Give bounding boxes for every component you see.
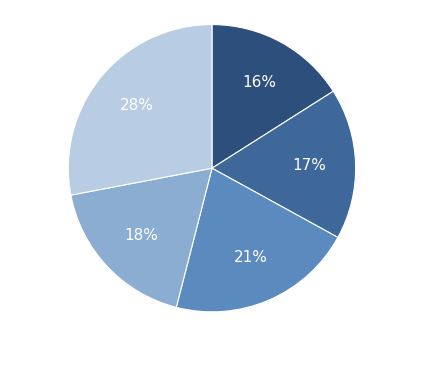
Wedge shape (68, 25, 212, 195)
Wedge shape (212, 91, 356, 237)
Text: 16%: 16% (242, 75, 276, 90)
Text: 18%: 18% (124, 228, 158, 243)
Text: 21%: 21% (234, 250, 268, 265)
Wedge shape (176, 168, 338, 312)
Text: 28%: 28% (120, 98, 153, 113)
Wedge shape (71, 168, 212, 307)
Wedge shape (212, 25, 333, 168)
Text: 17%: 17% (293, 158, 326, 173)
